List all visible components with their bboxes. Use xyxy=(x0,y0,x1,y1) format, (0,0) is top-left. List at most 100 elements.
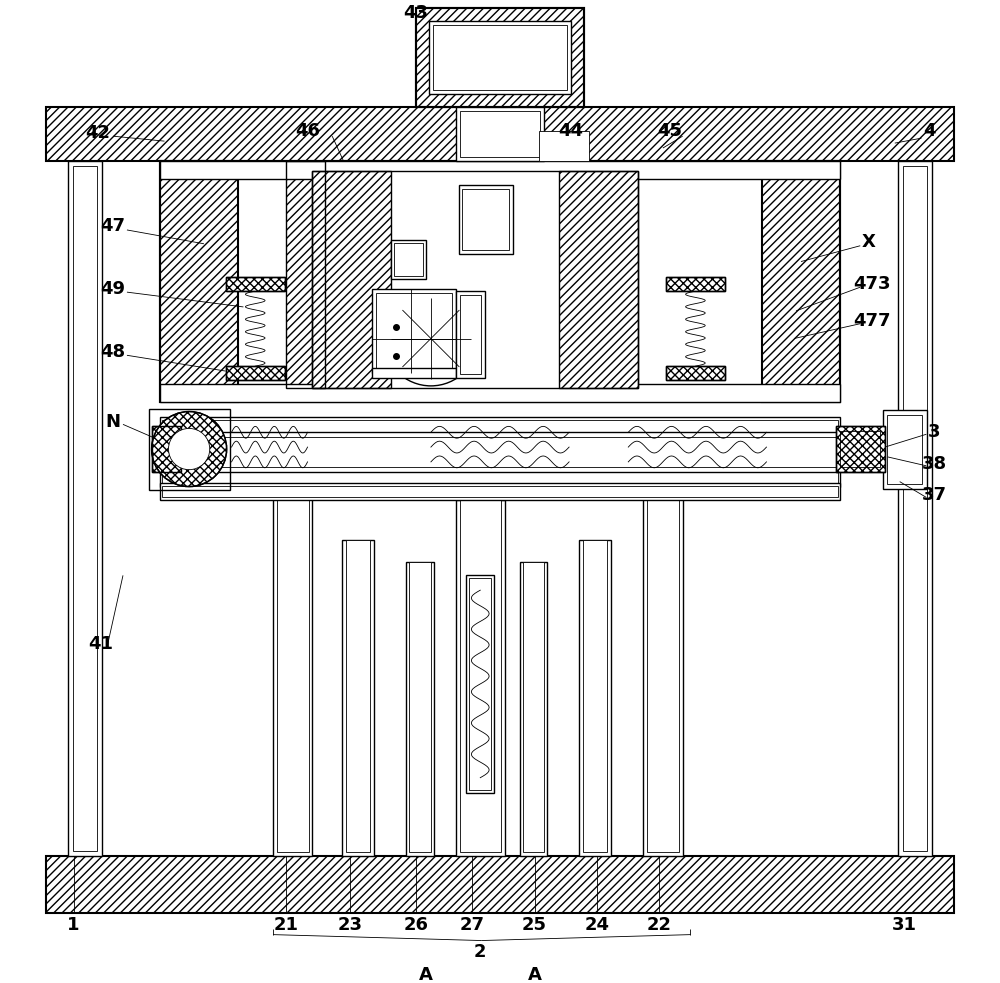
Bar xyxy=(762,161,840,402)
Bar xyxy=(416,8,584,106)
Bar xyxy=(903,166,927,850)
Text: 45: 45 xyxy=(657,122,682,141)
Bar xyxy=(160,161,840,179)
Text: 23: 23 xyxy=(337,916,362,934)
Bar xyxy=(152,427,181,472)
Bar xyxy=(762,161,840,402)
Bar xyxy=(836,427,885,472)
Bar xyxy=(391,240,426,279)
Bar xyxy=(836,427,885,472)
Bar xyxy=(466,575,494,792)
Bar xyxy=(46,855,954,913)
Bar xyxy=(460,295,481,375)
Bar xyxy=(226,366,285,380)
Bar xyxy=(152,427,181,472)
Text: 24: 24 xyxy=(584,916,609,934)
Bar xyxy=(312,171,638,388)
Bar xyxy=(346,540,370,851)
Bar xyxy=(460,500,501,851)
Bar xyxy=(416,8,584,106)
Bar xyxy=(312,171,391,388)
Bar xyxy=(160,161,238,402)
Bar xyxy=(579,540,611,855)
Bar xyxy=(666,366,725,380)
Bar xyxy=(162,433,838,472)
Bar xyxy=(162,437,838,467)
Bar xyxy=(409,561,431,851)
Bar xyxy=(157,432,176,467)
Bar xyxy=(226,277,285,291)
Bar xyxy=(840,432,880,467)
Bar xyxy=(226,366,285,380)
Text: 49: 49 xyxy=(101,280,126,298)
Text: 26: 26 xyxy=(404,916,429,934)
Bar xyxy=(160,161,238,402)
Bar xyxy=(459,185,513,254)
Bar xyxy=(160,483,840,500)
Bar xyxy=(520,561,547,855)
Text: A: A xyxy=(528,966,541,983)
Bar xyxy=(666,277,725,291)
Bar xyxy=(523,561,544,851)
Bar xyxy=(149,409,230,490)
Bar xyxy=(160,418,840,487)
Bar xyxy=(883,410,927,489)
Text: 38: 38 xyxy=(922,455,947,473)
Text: 41: 41 xyxy=(88,635,113,654)
Text: 3: 3 xyxy=(928,424,940,441)
Bar xyxy=(160,384,840,402)
Text: 44: 44 xyxy=(559,122,584,141)
Bar xyxy=(469,578,491,789)
Bar xyxy=(647,487,679,851)
Text: 1: 1 xyxy=(67,916,80,934)
Bar xyxy=(162,421,838,484)
Bar xyxy=(559,171,638,388)
Text: 4: 4 xyxy=(923,122,936,141)
Text: 27: 27 xyxy=(460,916,485,934)
Circle shape xyxy=(168,429,210,470)
Bar xyxy=(666,366,725,380)
Circle shape xyxy=(152,412,227,487)
Text: X: X xyxy=(861,233,875,251)
Bar xyxy=(376,293,452,369)
Bar xyxy=(46,106,954,161)
Text: 47: 47 xyxy=(101,217,126,235)
Bar xyxy=(539,132,589,161)
Bar xyxy=(666,277,725,291)
Bar xyxy=(394,243,423,276)
Bar xyxy=(456,500,505,855)
Bar xyxy=(460,110,540,157)
Bar xyxy=(152,427,181,472)
Text: A: A xyxy=(419,966,433,983)
Bar xyxy=(162,486,838,497)
Bar xyxy=(312,171,391,388)
Bar xyxy=(429,21,571,93)
Text: 48: 48 xyxy=(101,343,126,362)
Text: 21: 21 xyxy=(273,916,298,934)
Text: 42: 42 xyxy=(85,124,110,143)
Text: 46: 46 xyxy=(295,122,320,141)
Bar xyxy=(456,106,544,161)
Bar xyxy=(887,415,922,484)
Text: 37: 37 xyxy=(922,487,947,504)
Bar xyxy=(342,540,374,855)
Text: 43: 43 xyxy=(404,4,429,22)
Text: 477: 477 xyxy=(853,312,891,329)
Text: 473: 473 xyxy=(853,275,891,293)
Text: 22: 22 xyxy=(646,916,671,934)
Bar xyxy=(226,277,285,291)
Bar xyxy=(666,277,725,291)
Circle shape xyxy=(384,291,478,386)
Bar xyxy=(226,277,285,291)
Bar xyxy=(643,487,683,855)
Bar xyxy=(372,368,456,378)
Bar xyxy=(898,161,932,855)
Bar xyxy=(286,161,325,388)
Bar xyxy=(160,161,840,402)
Text: 2: 2 xyxy=(474,944,487,961)
Bar xyxy=(666,366,725,380)
Bar xyxy=(456,291,485,378)
Bar xyxy=(73,166,97,850)
Text: N: N xyxy=(106,414,121,432)
Text: 25: 25 xyxy=(522,916,547,934)
